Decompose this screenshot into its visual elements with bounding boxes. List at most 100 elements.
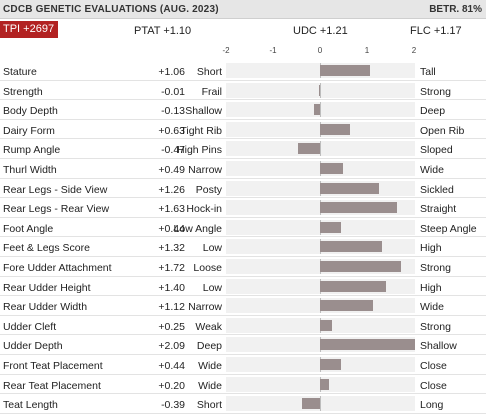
trait-row: Feet & Legs Score +1.32 Low High [0,237,486,257]
trait-bar [297,143,320,155]
trait-bar-track [226,121,415,137]
trait-name: Rump Angle [3,144,61,157]
trait-row: Udder Cleft +0.25 Weak Strong [0,316,486,336]
trait-low-label: Narrow [188,301,222,314]
trait-row: Rear Udder Height +1.40 Low High [0,277,486,297]
axis-tick-label: 0 [317,46,323,55]
trait-value: -0.39 [161,399,185,412]
trait-low-label: Shallow [185,105,222,118]
zero-line [320,141,321,157]
reliability-badge: BETR. 81% [429,4,482,15]
trait-bar-track [226,219,415,235]
trait-bar [320,163,344,174]
trait-high-label: Sickled [420,183,454,196]
trait-name: Thurl Width [3,164,57,176]
trait-bar [320,378,330,390]
trait-value: +1.32 [158,242,185,255]
trait-value: +2.09 [158,340,185,353]
trait-name: Foot Angle [3,222,54,235]
trait-bar [320,339,415,351]
trait-value: +0.63 [158,124,185,137]
trait-bar [320,280,386,292]
trait-low-label: High Pins [177,144,222,157]
trait-bar [320,300,373,312]
trait-row: Udder Depth +2.09 Deep Shallow [0,335,486,355]
trait-bar-track [226,239,415,255]
trait-high-label: Sloped [420,144,453,157]
trait-name: Fore Udder Attachment [3,262,112,274]
trait-low-label: Low Angle [173,222,222,235]
trait-value: +0.49 [158,164,185,176]
trait-high-label: Strong [420,262,451,274]
trait-row: Body Depth -0.13 Shallow Deep [0,100,486,120]
trait-low-label: Deep [196,340,222,353]
trait-value: +0.25 [158,320,185,333]
trait-value: +1.06 [158,66,185,78]
zero-line [320,102,321,118]
axis-tick-label: 2 [411,46,417,55]
trait-high-label: Deep [420,105,446,118]
trait-row: Stature +1.06 Short Tall [0,61,486,81]
trait-name: Udder Depth [3,340,63,353]
trait-high-label: Wide [420,301,444,314]
trait-row: Foot Angle +0.44 Low Angle Steep Angle [0,218,486,238]
trait-low-label: Wide [198,360,222,372]
summary-bar: TPI +2697 PTAT +1.10 UDC +1.21 FLC +1.17 [0,19,486,41]
trait-low-label: Short [196,399,222,412]
trait-low-label: Frail [201,85,222,98]
trait-high-label: Close [420,360,447,372]
trait-value: +0.20 [158,379,185,392]
trait-high-label: Straight [420,203,457,216]
trait-bar [320,359,341,370]
trait-low-label: Tight Rib [180,124,222,137]
trait-name: Teat Length [3,399,58,412]
trait-value: +1.26 [158,183,185,196]
trait-bar [320,241,383,253]
evaluation-header: CDCB GENETIC EVALUATIONS (AUG. 2023) BET… [0,0,486,19]
trait-low-label: Low [202,242,222,255]
trait-row: Teat Length -0.39 Short Long [0,394,486,414]
trait-bar [320,202,397,214]
trait-bar [320,123,350,135]
trait-bar-track [226,298,415,314]
trait-value: +1.40 [158,281,185,294]
trait-low-label: Narrow [188,164,222,176]
trait-bar-track [226,200,415,216]
trait-high-label: Long [420,399,444,412]
axis-tick-label: -2 [222,46,230,55]
trait-row: Rear Udder Width +1.12 Narrow Wide [0,296,486,316]
trait-bar [313,104,320,116]
trait-name: Udder Cleft [3,320,57,333]
trait-bar [320,182,380,194]
trait-row: Rear Legs - Rear View +1.63 Hock-in Straigh… [0,198,486,218]
trait-value: +0.44 [158,360,185,372]
trait-value: +1.12 [158,301,185,314]
trait-row: Rear Teat Placement +0.20 Wide Close [0,375,486,395]
trait-bar-track [226,82,415,98]
trait-bar [318,84,320,96]
trait-name: Rear Udder Width [3,301,88,314]
trait-value: -0.13 [161,105,185,118]
trait-name: Body Depth [3,105,58,118]
trait-row: Front Teat Placement +0.44 Wide Close [0,355,486,375]
trait-high-label: Tall [420,66,436,78]
trait-name: Stature [3,66,37,78]
trait-name: Strength [3,85,43,98]
trait-high-label: Shallow [420,340,457,353]
evaluation-title: CDCB GENETIC EVALUATIONS (AUG. 2023) [3,4,219,15]
trait-name: Rear Udder Height [3,281,91,294]
trait-high-label: Strong [420,85,451,98]
trait-row: Rear Legs - Side View +1.26 Posty Sickled [0,179,486,199]
trait-row: Rump Angle -0.47 High Pins Sloped [0,139,486,159]
trait-name: Feet & Legs Score [3,242,90,255]
trait-bar-track [226,102,415,118]
trait-value: +1.72 [158,262,185,274]
trait-low-label: Posty [195,183,222,196]
trait-bar-track [226,180,415,196]
trait-low-label: Weak [195,320,222,333]
trait-bar-track [226,337,415,353]
trait-high-label: High [420,242,442,255]
trait-bar [320,221,341,233]
trait-bar [320,65,370,76]
flc-value: FLC +1.17 [410,25,462,37]
